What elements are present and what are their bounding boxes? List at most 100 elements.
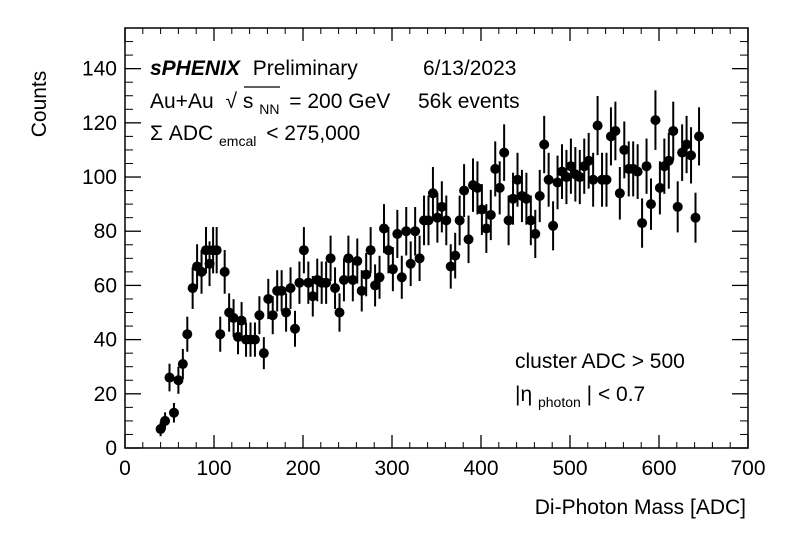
data-marker <box>690 212 701 223</box>
data-point <box>610 101 621 161</box>
eta-value: | < 0.7 <box>587 383 646 406</box>
data-point <box>352 238 363 284</box>
data-point <box>276 270 287 312</box>
sqrt-symbol: √ <box>225 90 237 113</box>
data-point <box>233 319 244 355</box>
data-marker <box>330 283 341 294</box>
data-point <box>321 261 332 304</box>
data-point <box>481 204 492 253</box>
data-marker <box>236 315 247 326</box>
data-marker <box>387 264 398 275</box>
data-point <box>530 209 541 259</box>
data-point <box>338 258 349 302</box>
data-point <box>672 181 683 233</box>
data-point <box>543 152 554 207</box>
data-marker <box>258 348 269 359</box>
data-marker <box>343 253 354 264</box>
data-point <box>182 316 193 352</box>
data-marker <box>681 139 692 150</box>
data-marker <box>352 256 363 267</box>
data-point <box>632 144 643 199</box>
data-point <box>677 124 688 181</box>
eta-prefix: |η <box>515 383 532 406</box>
data-point <box>263 278 274 320</box>
x-tick-label: 100 <box>196 457 231 480</box>
data-point <box>173 366 184 394</box>
data-point <box>454 195 465 246</box>
data-marker <box>463 234 474 245</box>
data-marker <box>215 329 226 340</box>
y-tick-label: 60 <box>94 274 117 297</box>
energy-value: = 200 GeV <box>289 90 390 113</box>
data-point <box>155 421 166 437</box>
data-point <box>637 198 648 248</box>
data-point <box>228 299 239 337</box>
data-point <box>187 267 198 309</box>
data-point <box>427 167 438 220</box>
data-marker <box>289 323 300 334</box>
data-marker <box>668 125 679 136</box>
data-point <box>334 293 345 332</box>
data-marker <box>508 193 519 204</box>
data-point <box>521 172 532 225</box>
data-marker <box>686 150 697 161</box>
x-tick-label: 500 <box>552 457 587 480</box>
data-marker <box>321 277 332 288</box>
data-point <box>592 95 603 156</box>
data-marker <box>485 209 496 220</box>
data-point <box>249 322 260 357</box>
data-marker <box>423 215 434 226</box>
data-point <box>254 296 265 335</box>
data-marker <box>601 174 612 185</box>
data-marker <box>285 283 296 294</box>
data-point <box>236 302 247 340</box>
data-marker <box>334 307 345 318</box>
data-point <box>459 164 470 217</box>
data-marker <box>672 201 683 212</box>
data-point <box>405 241 416 287</box>
data-point <box>463 215 474 264</box>
data-point <box>588 152 599 207</box>
data-marker <box>168 407 179 418</box>
annotation-cut-eta: |η photon | < 0.7 <box>515 383 645 412</box>
y-tick-label: 100 <box>82 166 117 189</box>
data-point <box>343 235 354 281</box>
data-marker <box>347 275 358 285</box>
data-point <box>401 206 412 256</box>
data-marker <box>663 155 674 166</box>
data-marker <box>645 199 656 210</box>
data-marker <box>441 215 452 226</box>
experiment-label: sPHENIX <box>150 57 242 80</box>
data-point <box>307 275 318 317</box>
energy-var: s <box>243 90 254 113</box>
data-point <box>552 155 563 210</box>
data-point <box>356 270 367 312</box>
annotation-experiment: sPHENIX Preliminary <box>150 57 358 80</box>
data-marker <box>414 253 425 264</box>
data-marker <box>454 215 465 226</box>
data-point <box>211 227 222 274</box>
data-marker <box>200 245 211 256</box>
x-tick-label: 300 <box>374 457 409 480</box>
data-point <box>285 267 296 309</box>
data-marker <box>401 226 412 237</box>
data-point <box>387 247 398 292</box>
data-point <box>561 149 572 205</box>
y-tick-label: 80 <box>94 220 117 243</box>
data-marker <box>249 334 260 345</box>
data-point <box>347 258 358 302</box>
data-marker <box>281 307 292 318</box>
data-marker <box>177 359 188 369</box>
data-point <box>503 195 514 246</box>
data-point <box>436 181 447 233</box>
eta-sub: photon <box>538 394 581 410</box>
data-marker <box>383 245 394 256</box>
data-marker <box>512 174 523 185</box>
data-point <box>574 149 585 205</box>
data-point <box>614 167 625 220</box>
data-marker <box>370 280 381 291</box>
data-marker <box>267 310 278 321</box>
data-marker <box>396 272 407 283</box>
data-point <box>289 310 300 347</box>
